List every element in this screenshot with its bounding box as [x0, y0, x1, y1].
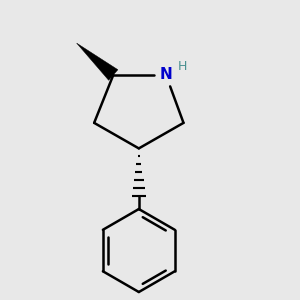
Polygon shape: [76, 43, 118, 80]
Text: N: N: [160, 68, 172, 82]
Text: H: H: [178, 60, 187, 73]
